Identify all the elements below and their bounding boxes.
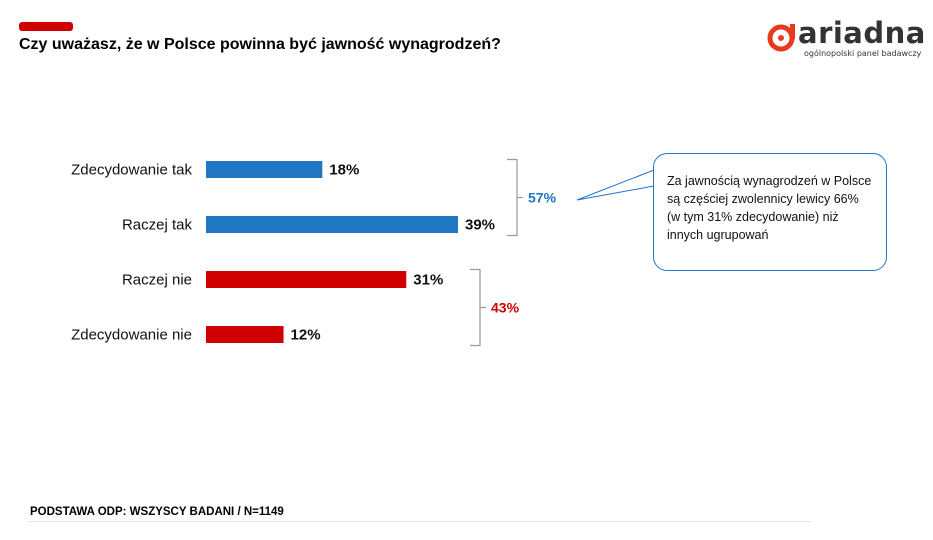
title-accent-bar <box>19 22 73 31</box>
logo-wordmark: ariadna <box>798 16 926 50</box>
category-label: Zdecydowanie nie <box>71 327 192 344</box>
group-bracket <box>470 268 481 347</box>
group-total-label: 57% <box>528 190 557 206</box>
value-label: 31% <box>413 272 443 289</box>
category-label: Zdecydowanie tak <box>71 162 192 179</box>
footer-base-note: PODSTAWA ODP: WSZYSCY BADANI / N=1149 <box>30 506 284 518</box>
ariadna-logo-icon <box>767 24 795 52</box>
logo-tagline: ogólnopolski panel badawczy <box>804 49 922 58</box>
ariadna-logo: ariadna ogólnopolski panel badawczy <box>764 16 925 62</box>
footer-divider <box>28 521 811 522</box>
category-label: Raczej nie <box>122 272 192 289</box>
bar <box>206 161 323 178</box>
value-label: 39% <box>465 217 495 234</box>
group-bracket <box>507 158 518 237</box>
value-label: 12% <box>291 327 321 344</box>
callout-text: Za jawnością wynagrodzeń w Polsce są czę… <box>667 174 872 242</box>
page-title: Czy uważasz, że w Polsce powinna być jaw… <box>19 36 501 53</box>
bar <box>206 216 458 233</box>
callout-box: Za jawnością wynagrodzeń w Polsce są czę… <box>653 153 887 271</box>
bar <box>206 326 284 343</box>
group-total-label: 43% <box>491 300 520 316</box>
value-label: 18% <box>329 162 359 179</box>
category-label: Raczej tak <box>122 217 193 234</box>
callout-pointer <box>576 169 655 201</box>
bar <box>206 271 407 288</box>
